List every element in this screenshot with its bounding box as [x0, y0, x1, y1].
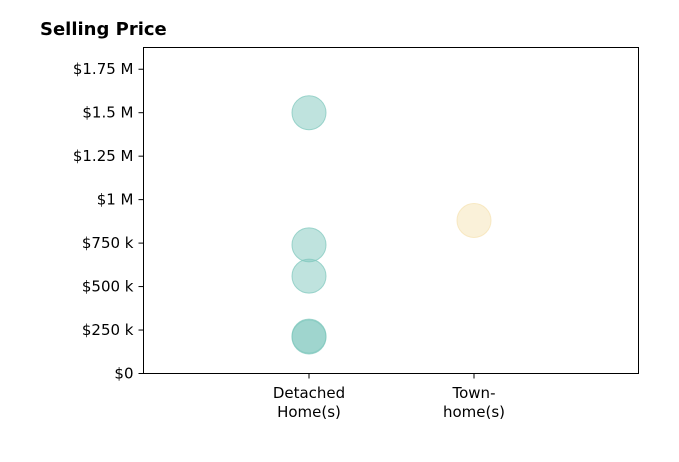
- x-tick-label: Town-: [452, 384, 496, 402]
- chart-title: Selling Price: [40, 19, 167, 40]
- data-point: [291, 319, 327, 355]
- x-tick-label: Detached: [273, 384, 345, 402]
- y-tick-label: $0: [114, 365, 133, 383]
- data-point: [291, 95, 327, 131]
- data-point: [291, 258, 327, 294]
- y-tick-label: $1.5 M: [82, 104, 133, 122]
- y-tick-label: $1.75 M: [73, 60, 134, 78]
- y-tick-label: $750 k: [82, 234, 134, 252]
- data-points: [291, 95, 492, 355]
- y-axis: $0 $250 k $500 k $750 k $1 M $1.25 M $1.5 M $1.…: [73, 60, 144, 383]
- x-tick-label: home(s): [443, 403, 505, 421]
- y-tick-label: $250 k: [82, 321, 134, 339]
- y-tick-label: $1.25 M: [73, 147, 134, 165]
- plot-frame: [143, 47, 639, 374]
- data-point: [456, 202, 492, 238]
- x-tick-label: Home(s): [277, 403, 341, 421]
- y-tick-label: $500 k: [82, 278, 134, 296]
- data-point: [291, 227, 327, 263]
- y-tick-label: $1 M: [97, 191, 134, 209]
